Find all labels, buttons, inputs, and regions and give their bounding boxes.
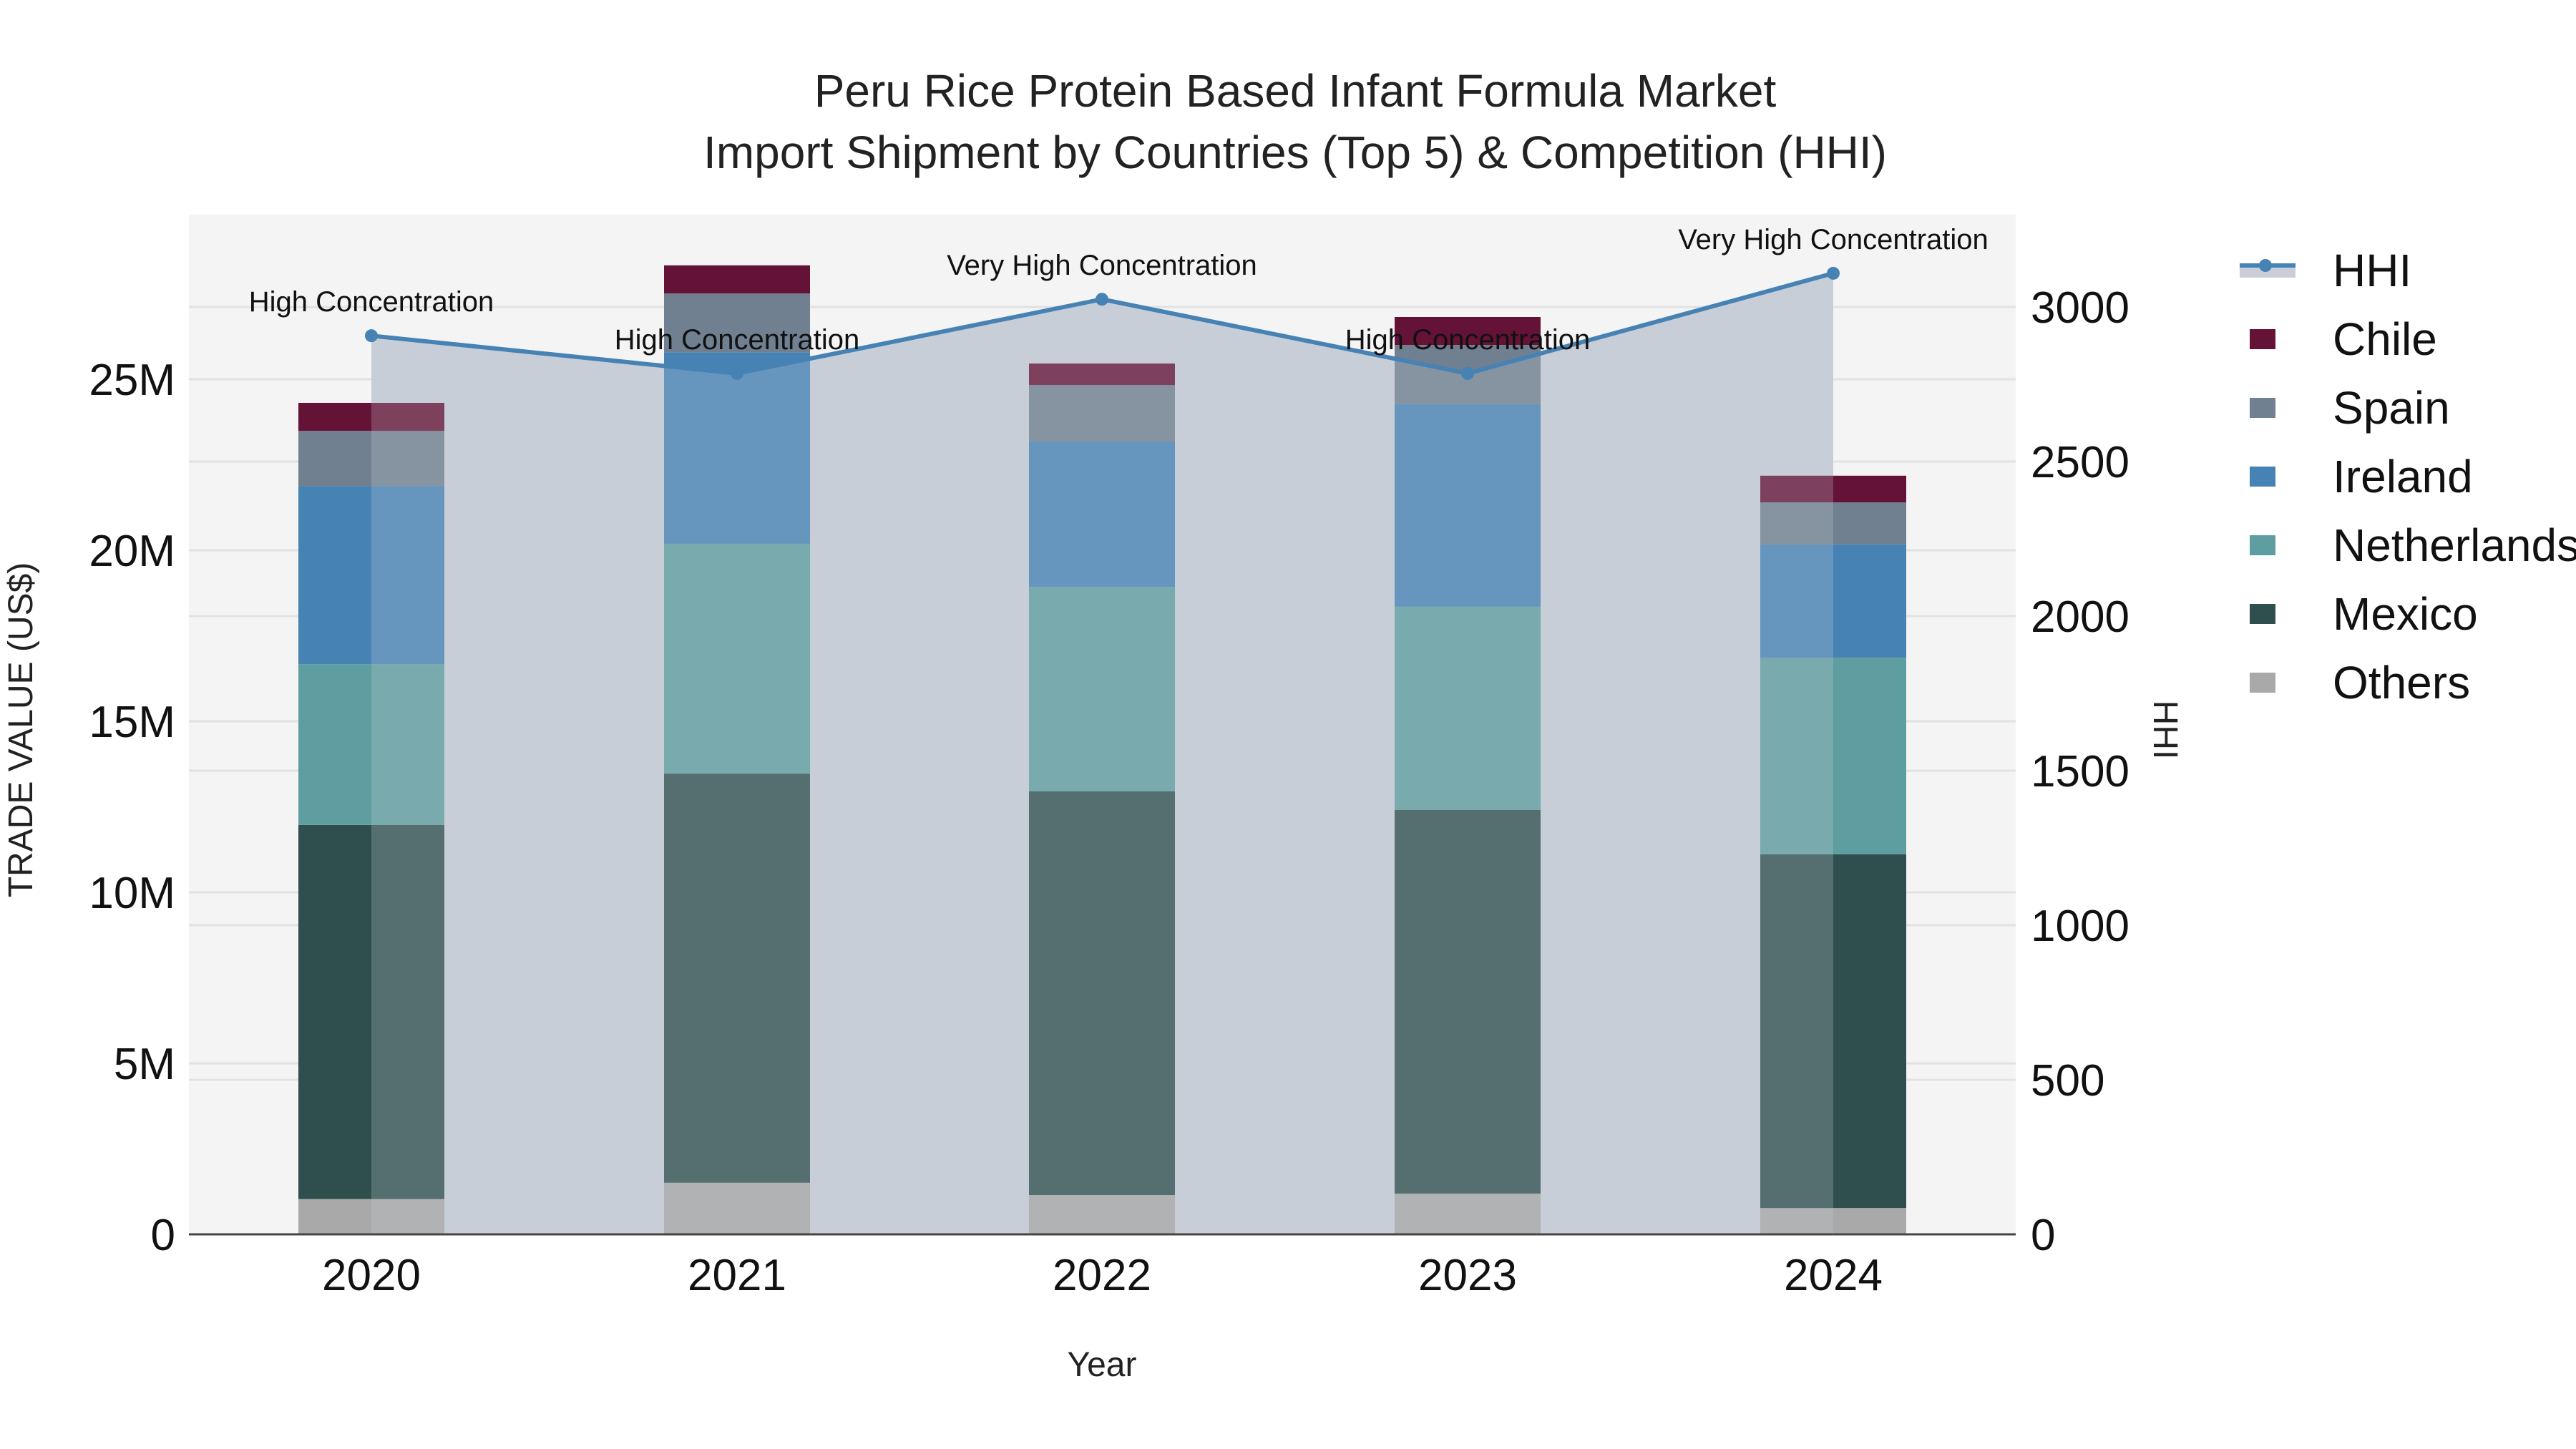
bar-segment-others[interactable] (298, 1199, 444, 1234)
y-left-tick: 20M (89, 527, 175, 576)
y-left-tick: 15M (89, 698, 175, 747)
legend-item-ireland[interactable]: Ireland (2240, 442, 2576, 511)
bar-segment-ireland[interactable] (664, 352, 810, 544)
bar-segment-spain[interactable] (298, 431, 444, 487)
x-tick: 2023 (1418, 1251, 1517, 1300)
chart-title-line-2: Import Shipment by Countries (Top 5) & C… (703, 127, 1887, 178)
legend-label: Others (2333, 657, 2471, 708)
legend-swatch-icon (2250, 673, 2275, 693)
hhi-marker[interactable] (1461, 366, 1474, 380)
hhi-line (365, 266, 1840, 380)
hhi-annotation: Very High Concentration (1678, 224, 1989, 255)
bar-segment-chile[interactable] (1029, 364, 1175, 386)
x-tick: 2020 (322, 1251, 421, 1300)
x-tick: 2021 (688, 1251, 786, 1300)
bar-segment-ireland[interactable] (1029, 441, 1175, 587)
hhi-annotation: High Concentration (615, 324, 859, 356)
bar-segment-mexico[interactable] (664, 774, 810, 1183)
legend-item-hhi[interactable]: HHI (2240, 236, 2576, 305)
bar-segment-spain[interactable] (664, 293, 810, 353)
hhi-annotation: High Concentration (1345, 324, 1590, 356)
legend: HHI Chile Spain Ireland Netherlands Mexico Oth… (2240, 236, 2576, 717)
y-right-tick-labels: 0 500 1000 1500 2000 2500 3000 (2031, 283, 2129, 1260)
legend-item-others[interactable]: Others (2240, 648, 2576, 717)
hhi-marker[interactable] (731, 366, 743, 380)
bar-segment-netherlands[interactable] (1395, 606, 1541, 810)
hhi-line-marker-icon (2240, 259, 2296, 282)
bar-segment-chile[interactable] (1760, 475, 1906, 503)
hhi-marker[interactable] (1096, 293, 1108, 306)
bar-segment-spain[interactable] (1760, 502, 1906, 545)
bar-segment-mexico[interactable] (1395, 809, 1541, 1194)
y-left-tick: 0 (151, 1211, 175, 1260)
legend-item-mexico[interactable]: Mexico (2240, 580, 2576, 648)
bar-segment-others[interactable] (1760, 1208, 1906, 1234)
bar-segment-netherlands[interactable] (298, 664, 444, 825)
hhi-annotation: Very High Concentration (947, 250, 1257, 281)
bar-segment-mexico[interactable] (1760, 854, 1906, 1209)
y-right-tick: 1000 (2031, 902, 2129, 951)
y-right-tick: 3000 (2031, 283, 2129, 333)
bar-2022 (1029, 364, 1175, 1234)
legend-label: Ireland (2333, 451, 2473, 502)
y-right-tick: 1500 (2031, 747, 2129, 796)
bar-2020 (298, 402, 444, 1234)
bar-segment-chile[interactable] (664, 265, 810, 294)
legend-item-netherlands[interactable]: Netherlands (2240, 511, 2576, 580)
y-right-axis-title: HHI (2146, 701, 2184, 760)
x-tick: 2022 (1053, 1251, 1151, 1300)
hhi-overlay (371, 273, 1833, 1234)
hhi-marker[interactable] (1827, 266, 1840, 280)
y-right-tick: 2500 (2031, 438, 2129, 487)
y-left-tick: 10M (89, 869, 175, 918)
y-left-tick-labels: 0 5M 10M 15M 20M 25M (89, 356, 175, 1260)
bar-2023 (1395, 317, 1541, 1234)
bar-segment-others[interactable] (1029, 1195, 1175, 1234)
x-tick: 2024 (1784, 1251, 1883, 1300)
legend-label: HHI (2333, 245, 2412, 296)
bar-segment-spain[interactable] (1029, 385, 1175, 441)
bar-segment-ireland[interactable] (298, 486, 444, 665)
y-right-tick: 0 (2031, 1211, 2055, 1260)
legend-item-spain[interactable]: Spain (2240, 374, 2576, 442)
bar-segment-others[interactable] (1395, 1194, 1541, 1234)
chart-title-line-1: Peru Rice Protein Based Infant Formula M… (814, 65, 1777, 117)
bar-segment-netherlands[interactable] (1029, 587, 1175, 791)
bar-segment-netherlands[interactable] (1760, 658, 1906, 854)
legend-swatch-icon (2250, 467, 2275, 487)
legend-swatch-icon (2250, 398, 2275, 418)
hhi-annotations: High Concentration High Concentration Very… (249, 224, 1989, 356)
bar-2021 (664, 265, 810, 1234)
y-left-tick: 25M (89, 356, 175, 405)
legend-label: Chile (2333, 313, 2437, 365)
hhi-annotation: High Concentration (249, 286, 494, 318)
legend-label: Spain (2333, 382, 2450, 434)
bar-segment-netherlands[interactable] (664, 543, 810, 774)
bar-segment-others[interactable] (664, 1182, 810, 1234)
bar-segment-mexico[interactable] (1029, 791, 1175, 1196)
y-right-tick: 500 (2031, 1056, 2104, 1106)
bar-segment-mexico[interactable] (298, 824, 444, 1199)
hhi-area-overlay (371, 273, 1833, 1234)
bar-segment-chile[interactable] (298, 402, 444, 431)
legend-label: Netherlands (2333, 519, 2576, 571)
bar-segment-ireland[interactable] (1760, 544, 1906, 658)
y-right-tick: 2000 (2031, 592, 2129, 642)
hhi-marker[interactable] (365, 329, 378, 343)
x-tick-labels: 2020 2021 2022 2023 2024 (322, 1251, 1883, 1300)
legend-swatch-icon (2250, 535, 2275, 555)
bar-segment-ireland[interactable] (1395, 404, 1541, 607)
y-left-tick: 5M (114, 1040, 175, 1089)
bar-segment-chile[interactable] (1395, 317, 1541, 346)
legend-swatch-icon (2250, 329, 2275, 349)
legend-swatch-icon (2250, 604, 2275, 624)
x-axis-title: Year (1068, 1346, 1137, 1384)
legend-label: Mexico (2333, 588, 2478, 640)
stacked-bars (298, 265, 1906, 1234)
y-left-axis-title: TRADE VALUE (US$) (2, 562, 40, 898)
bar-2024 (1760, 475, 1906, 1234)
legend-item-chile[interactable]: Chile (2240, 305, 2576, 374)
